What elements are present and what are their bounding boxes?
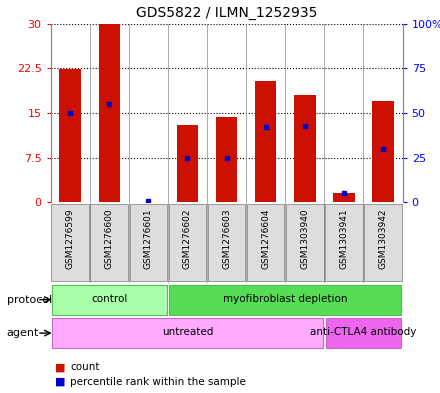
Bar xyxy=(99,24,120,202)
FancyBboxPatch shape xyxy=(52,285,167,315)
Bar xyxy=(177,125,198,202)
FancyBboxPatch shape xyxy=(52,318,323,348)
Bar xyxy=(294,95,315,202)
Bar xyxy=(216,117,237,202)
FancyBboxPatch shape xyxy=(169,204,206,281)
FancyBboxPatch shape xyxy=(325,204,363,281)
FancyBboxPatch shape xyxy=(91,204,128,281)
Text: GSM1276600: GSM1276600 xyxy=(105,209,114,270)
Title: GDS5822 / ILMN_1252935: GDS5822 / ILMN_1252935 xyxy=(136,6,317,20)
Text: count: count xyxy=(70,362,100,373)
FancyBboxPatch shape xyxy=(286,204,323,281)
Text: GSM1303941: GSM1303941 xyxy=(339,209,348,270)
Text: GSM1303940: GSM1303940 xyxy=(301,209,309,270)
Text: GSM1276601: GSM1276601 xyxy=(144,209,153,270)
Text: control: control xyxy=(91,294,128,304)
Text: protocol: protocol xyxy=(7,295,52,305)
Text: myofibroblast depletion: myofibroblast depletion xyxy=(223,294,348,304)
Text: ■: ■ xyxy=(55,377,66,387)
FancyBboxPatch shape xyxy=(208,204,246,281)
Bar xyxy=(372,101,394,202)
FancyBboxPatch shape xyxy=(326,318,401,348)
Text: GSM1303942: GSM1303942 xyxy=(378,209,388,269)
Bar xyxy=(59,70,81,202)
FancyBboxPatch shape xyxy=(364,204,402,281)
Text: agent: agent xyxy=(7,328,39,338)
FancyBboxPatch shape xyxy=(51,204,89,281)
Text: untreated: untreated xyxy=(162,327,213,338)
FancyBboxPatch shape xyxy=(130,204,167,281)
Text: GSM1276599: GSM1276599 xyxy=(66,209,75,270)
Text: anti-CTLA4 antibody: anti-CTLA4 antibody xyxy=(310,327,417,338)
FancyBboxPatch shape xyxy=(169,285,401,315)
Text: GSM1276604: GSM1276604 xyxy=(261,209,270,269)
Bar xyxy=(255,81,276,202)
Bar xyxy=(333,193,355,202)
FancyBboxPatch shape xyxy=(247,204,285,281)
Text: ■: ■ xyxy=(55,362,66,373)
Text: GSM1276603: GSM1276603 xyxy=(222,209,231,270)
Text: GSM1276602: GSM1276602 xyxy=(183,209,192,269)
Text: percentile rank within the sample: percentile rank within the sample xyxy=(70,377,246,387)
